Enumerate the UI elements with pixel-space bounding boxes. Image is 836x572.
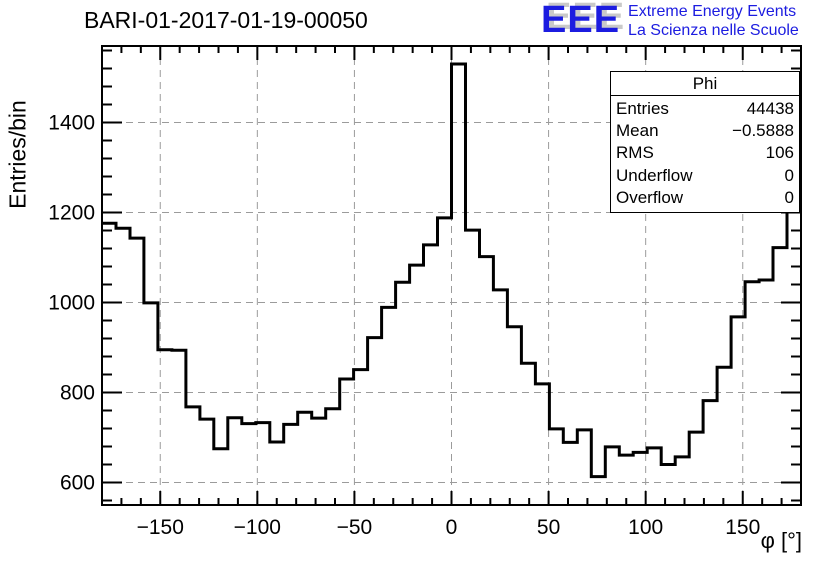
stats-row: Overflow 0 [616, 188, 794, 207]
x-tick-label: −50 [337, 516, 373, 539]
stats-row: Mean −0.5888 [616, 121, 794, 140]
y-axis-label: Entries/bin [4, 100, 31, 209]
eee-logo: EEE Extreme Energy Events La Scienza nel… [541, 0, 799, 41]
y-tick-label: 1200 [48, 202, 95, 225]
x-tick-label: 50 [537, 516, 560, 539]
stats-row-value: 0 [784, 165, 794, 185]
eee-logo-text: Extreme Energy Events La Scienza nelle S… [628, 2, 799, 40]
y-tick-label: 600 [60, 472, 95, 495]
stats-row-value: 44438 [746, 99, 794, 119]
stats-row-value: 0 [784, 187, 794, 207]
x-tick-label: 150 [725, 516, 760, 539]
stats-row-label: Mean [616, 121, 659, 141]
eee-logo-letters: EEE [541, 0, 621, 41]
stats-row-value: 106 [765, 143, 794, 163]
page-title: BARI-01-2017-01-19-00050 [84, 7, 368, 33]
phi-histogram-line [102, 62, 801, 479]
stats-row: Entries 44438 [616, 99, 794, 118]
eee-logo-line1: Extreme Energy Events [628, 3, 797, 20]
y-tick-label: 1400 [48, 112, 95, 135]
stats-box-title: Phi [611, 72, 799, 96]
stats-box: Phi Entries 44438 Mean −0.5888 RMS 106 Underfl… [610, 71, 800, 213]
y-tick-label: 800 [60, 382, 95, 405]
stats-row-label: Underflow [616, 165, 693, 185]
stats-row-label: Entries [616, 99, 669, 119]
stats-box-rows: Entries 44438 Mean −0.5888 RMS 106 Underflow 0 O… [611, 96, 799, 210]
x-tick-label: 0 [446, 516, 458, 539]
stats-row: Underflow 0 [616, 166, 794, 185]
stats-row-label: Overflow [616, 187, 684, 207]
eee-logo-line2: La Scienza nelle Scuole [628, 22, 799, 39]
stats-row-value: −0.5888 [732, 121, 794, 141]
stats-row: RMS 106 [616, 143, 794, 162]
x-tick-label: −150 [137, 516, 184, 539]
x-tick-label: −100 [234, 516, 281, 539]
x-axis-label: φ [°] [760, 528, 802, 553]
x-tick-label: 100 [628, 516, 663, 539]
y-tick-label: 1000 [48, 292, 95, 315]
stats-row-label: RMS [616, 143, 654, 163]
